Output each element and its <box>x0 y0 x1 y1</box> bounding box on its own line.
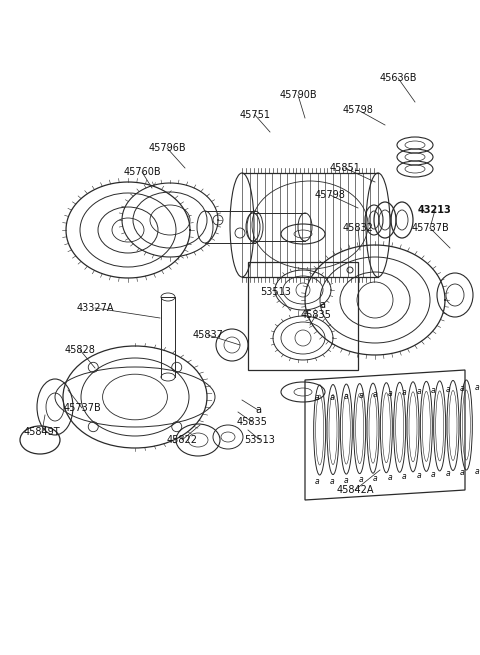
Text: 45837: 45837 <box>192 330 223 340</box>
Text: a: a <box>417 387 421 396</box>
Text: 45842A: 45842A <box>336 485 374 495</box>
Text: 45796B: 45796B <box>148 143 186 153</box>
Text: a: a <box>329 477 334 485</box>
Text: 53513: 53513 <box>245 435 276 445</box>
Text: 45798: 45798 <box>343 105 373 115</box>
Text: a: a <box>329 392 334 402</box>
Text: 45636B: 45636B <box>379 73 417 83</box>
Text: 45832: 45832 <box>343 223 373 233</box>
Text: a: a <box>431 470 436 479</box>
Text: a: a <box>387 389 392 398</box>
Text: a: a <box>359 475 363 484</box>
Text: a: a <box>315 394 319 403</box>
Text: a: a <box>255 405 261 415</box>
Text: 45835: 45835 <box>300 310 331 320</box>
Text: a: a <box>445 385 450 394</box>
Text: a: a <box>445 470 450 478</box>
Text: 45851: 45851 <box>330 163 360 173</box>
Text: 45751: 45751 <box>240 110 271 120</box>
Text: 45835: 45835 <box>237 417 267 427</box>
Text: a: a <box>475 468 480 476</box>
Text: a: a <box>344 392 348 401</box>
Text: 45849T: 45849T <box>24 427 60 437</box>
Text: 45822: 45822 <box>167 435 197 445</box>
Text: a: a <box>431 386 436 395</box>
Text: 53513: 53513 <box>261 287 291 297</box>
Text: a: a <box>460 468 465 477</box>
Text: 45737B: 45737B <box>63 403 101 413</box>
Text: 45798: 45798 <box>314 190 346 200</box>
Text: a: a <box>402 388 407 397</box>
Text: a: a <box>460 384 465 394</box>
Text: a: a <box>402 472 407 481</box>
Text: 45828: 45828 <box>65 345 96 355</box>
Text: 45760B: 45760B <box>123 167 161 177</box>
Text: 45790B: 45790B <box>279 90 317 100</box>
Text: a: a <box>319 300 325 310</box>
Text: 45737B: 45737B <box>411 223 449 233</box>
Text: a: a <box>315 477 319 487</box>
Text: a: a <box>475 383 480 392</box>
Text: 43327A: 43327A <box>76 303 114 313</box>
Bar <box>248 262 358 370</box>
Text: a: a <box>387 473 392 482</box>
Text: a: a <box>344 476 348 485</box>
Text: a: a <box>417 471 421 480</box>
Text: a: a <box>373 474 377 483</box>
Text: 43213: 43213 <box>418 205 452 215</box>
Text: a: a <box>373 390 377 399</box>
Text: a: a <box>359 391 363 400</box>
